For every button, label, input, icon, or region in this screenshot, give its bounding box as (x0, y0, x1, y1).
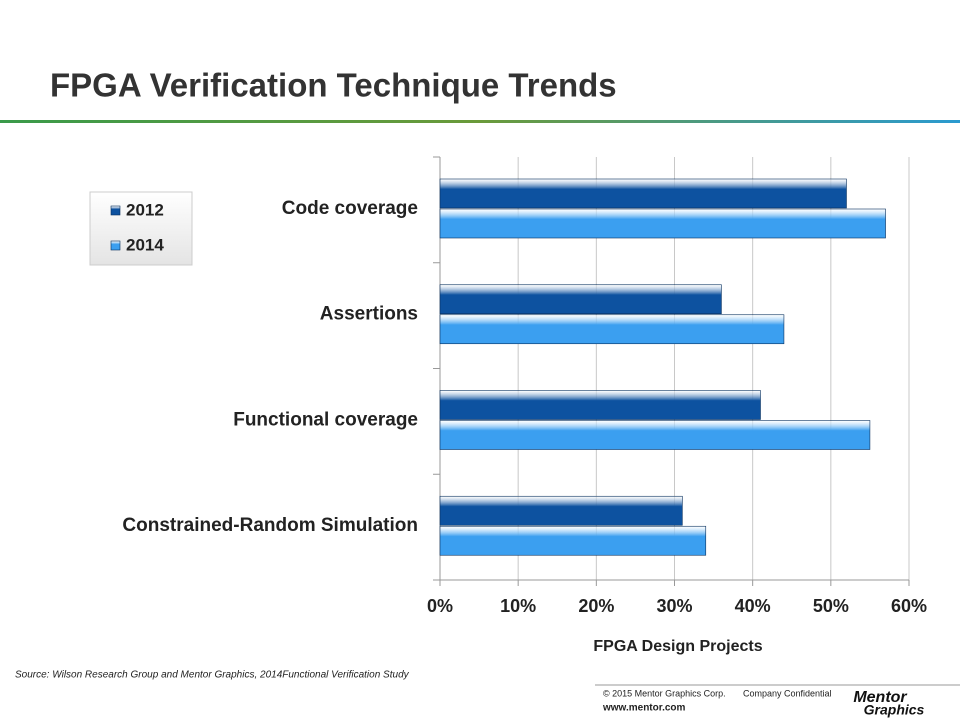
bar (439, 495, 683, 526)
bar (439, 284, 722, 315)
x-tick-label: 0% (427, 596, 453, 616)
y-tick-label: Constrained-Random Simulation (122, 515, 418, 536)
bar (439, 390, 761, 420)
bar (439, 208, 886, 239)
logo: Graphics (864, 702, 925, 718)
legend-label: 2012 (126, 200, 164, 219)
copyright: © 2015 Mentor Graphics Corp. (603, 688, 726, 698)
x-tick-label: 20% (578, 596, 614, 616)
legend-swatch (110, 240, 121, 251)
y-tick-label: Assertions (320, 304, 418, 325)
x-tick-label: 30% (656, 596, 692, 616)
slide-title: FPGA Verification Technique Trends (50, 67, 617, 104)
bar (439, 525, 707, 556)
legend-label: 2014 (126, 235, 164, 254)
source-note: Source: Wilson Research Group and Mentor… (15, 670, 410, 681)
confidential: Company Confidential (743, 688, 832, 698)
bar (439, 178, 847, 209)
x-tick-label: 60% (891, 596, 927, 616)
y-tick-label: Code coverage (282, 198, 418, 219)
y-tick-label: Functional coverage (233, 409, 418, 430)
title-rule (0, 120, 960, 123)
url: www.mentor.com (602, 703, 686, 714)
chart: 0% 10% 20% 30% 40% 50% 60% Code coverage Asserti… (89, 156, 927, 616)
logo: Mentor (853, 689, 907, 706)
x-tick-label: 50% (813, 596, 849, 616)
bar (439, 314, 785, 345)
x-tick-label: 40% (735, 596, 771, 616)
x-axis-label: FPGA Design Projects (593, 638, 762, 655)
legend-swatch (110, 205, 121, 216)
legend-box (89, 191, 193, 266)
x-tick-label: 10% (500, 596, 536, 616)
bar (439, 420, 871, 450)
